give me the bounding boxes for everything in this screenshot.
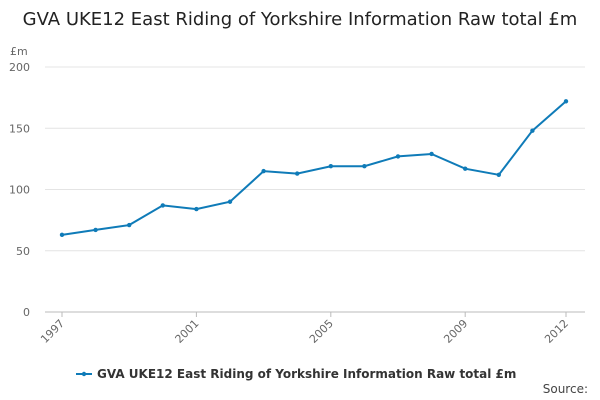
y-tick-label: 200 bbox=[9, 61, 30, 74]
legend-label: GVA UKE12 East Riding of Yorkshire Infor… bbox=[97, 367, 516, 381]
x-tick-label: 2005 bbox=[307, 317, 336, 346]
point bbox=[160, 203, 165, 208]
point bbox=[563, 99, 569, 104]
point bbox=[530, 128, 535, 133]
point bbox=[429, 151, 434, 157]
point bbox=[261, 168, 266, 174]
point bbox=[295, 171, 300, 176]
x-tick-label: 2001 bbox=[173, 317, 202, 346]
point bbox=[362, 164, 367, 169]
point bbox=[395, 154, 401, 159]
line bbox=[61, 100, 567, 236]
point bbox=[463, 166, 468, 171]
y-tick-label: 150 bbox=[9, 122, 30, 135]
point bbox=[227, 199, 233, 204]
y-tick-label: 100 bbox=[9, 184, 30, 197]
point bbox=[496, 172, 501, 177]
point bbox=[328, 164, 333, 169]
x-tick-label: 1997 bbox=[38, 317, 67, 346]
legend-marker bbox=[81, 371, 87, 377]
point bbox=[59, 232, 65, 238]
x-tick-label: 2012 bbox=[542, 317, 571, 346]
chart-title: GVA UKE12 East Riding of Yorkshire Infor… bbox=[22, 9, 578, 30]
point bbox=[194, 206, 199, 212]
y-tick-label: 0 bbox=[23, 306, 30, 319]
y-tick-label: 50 bbox=[16, 245, 30, 258]
source: Source: bbox=[543, 382, 588, 396]
x-tick-label: 2009 bbox=[441, 317, 470, 346]
point bbox=[93, 227, 98, 233]
point bbox=[127, 222, 132, 228]
y-axis-label: £m bbox=[10, 45, 28, 58]
